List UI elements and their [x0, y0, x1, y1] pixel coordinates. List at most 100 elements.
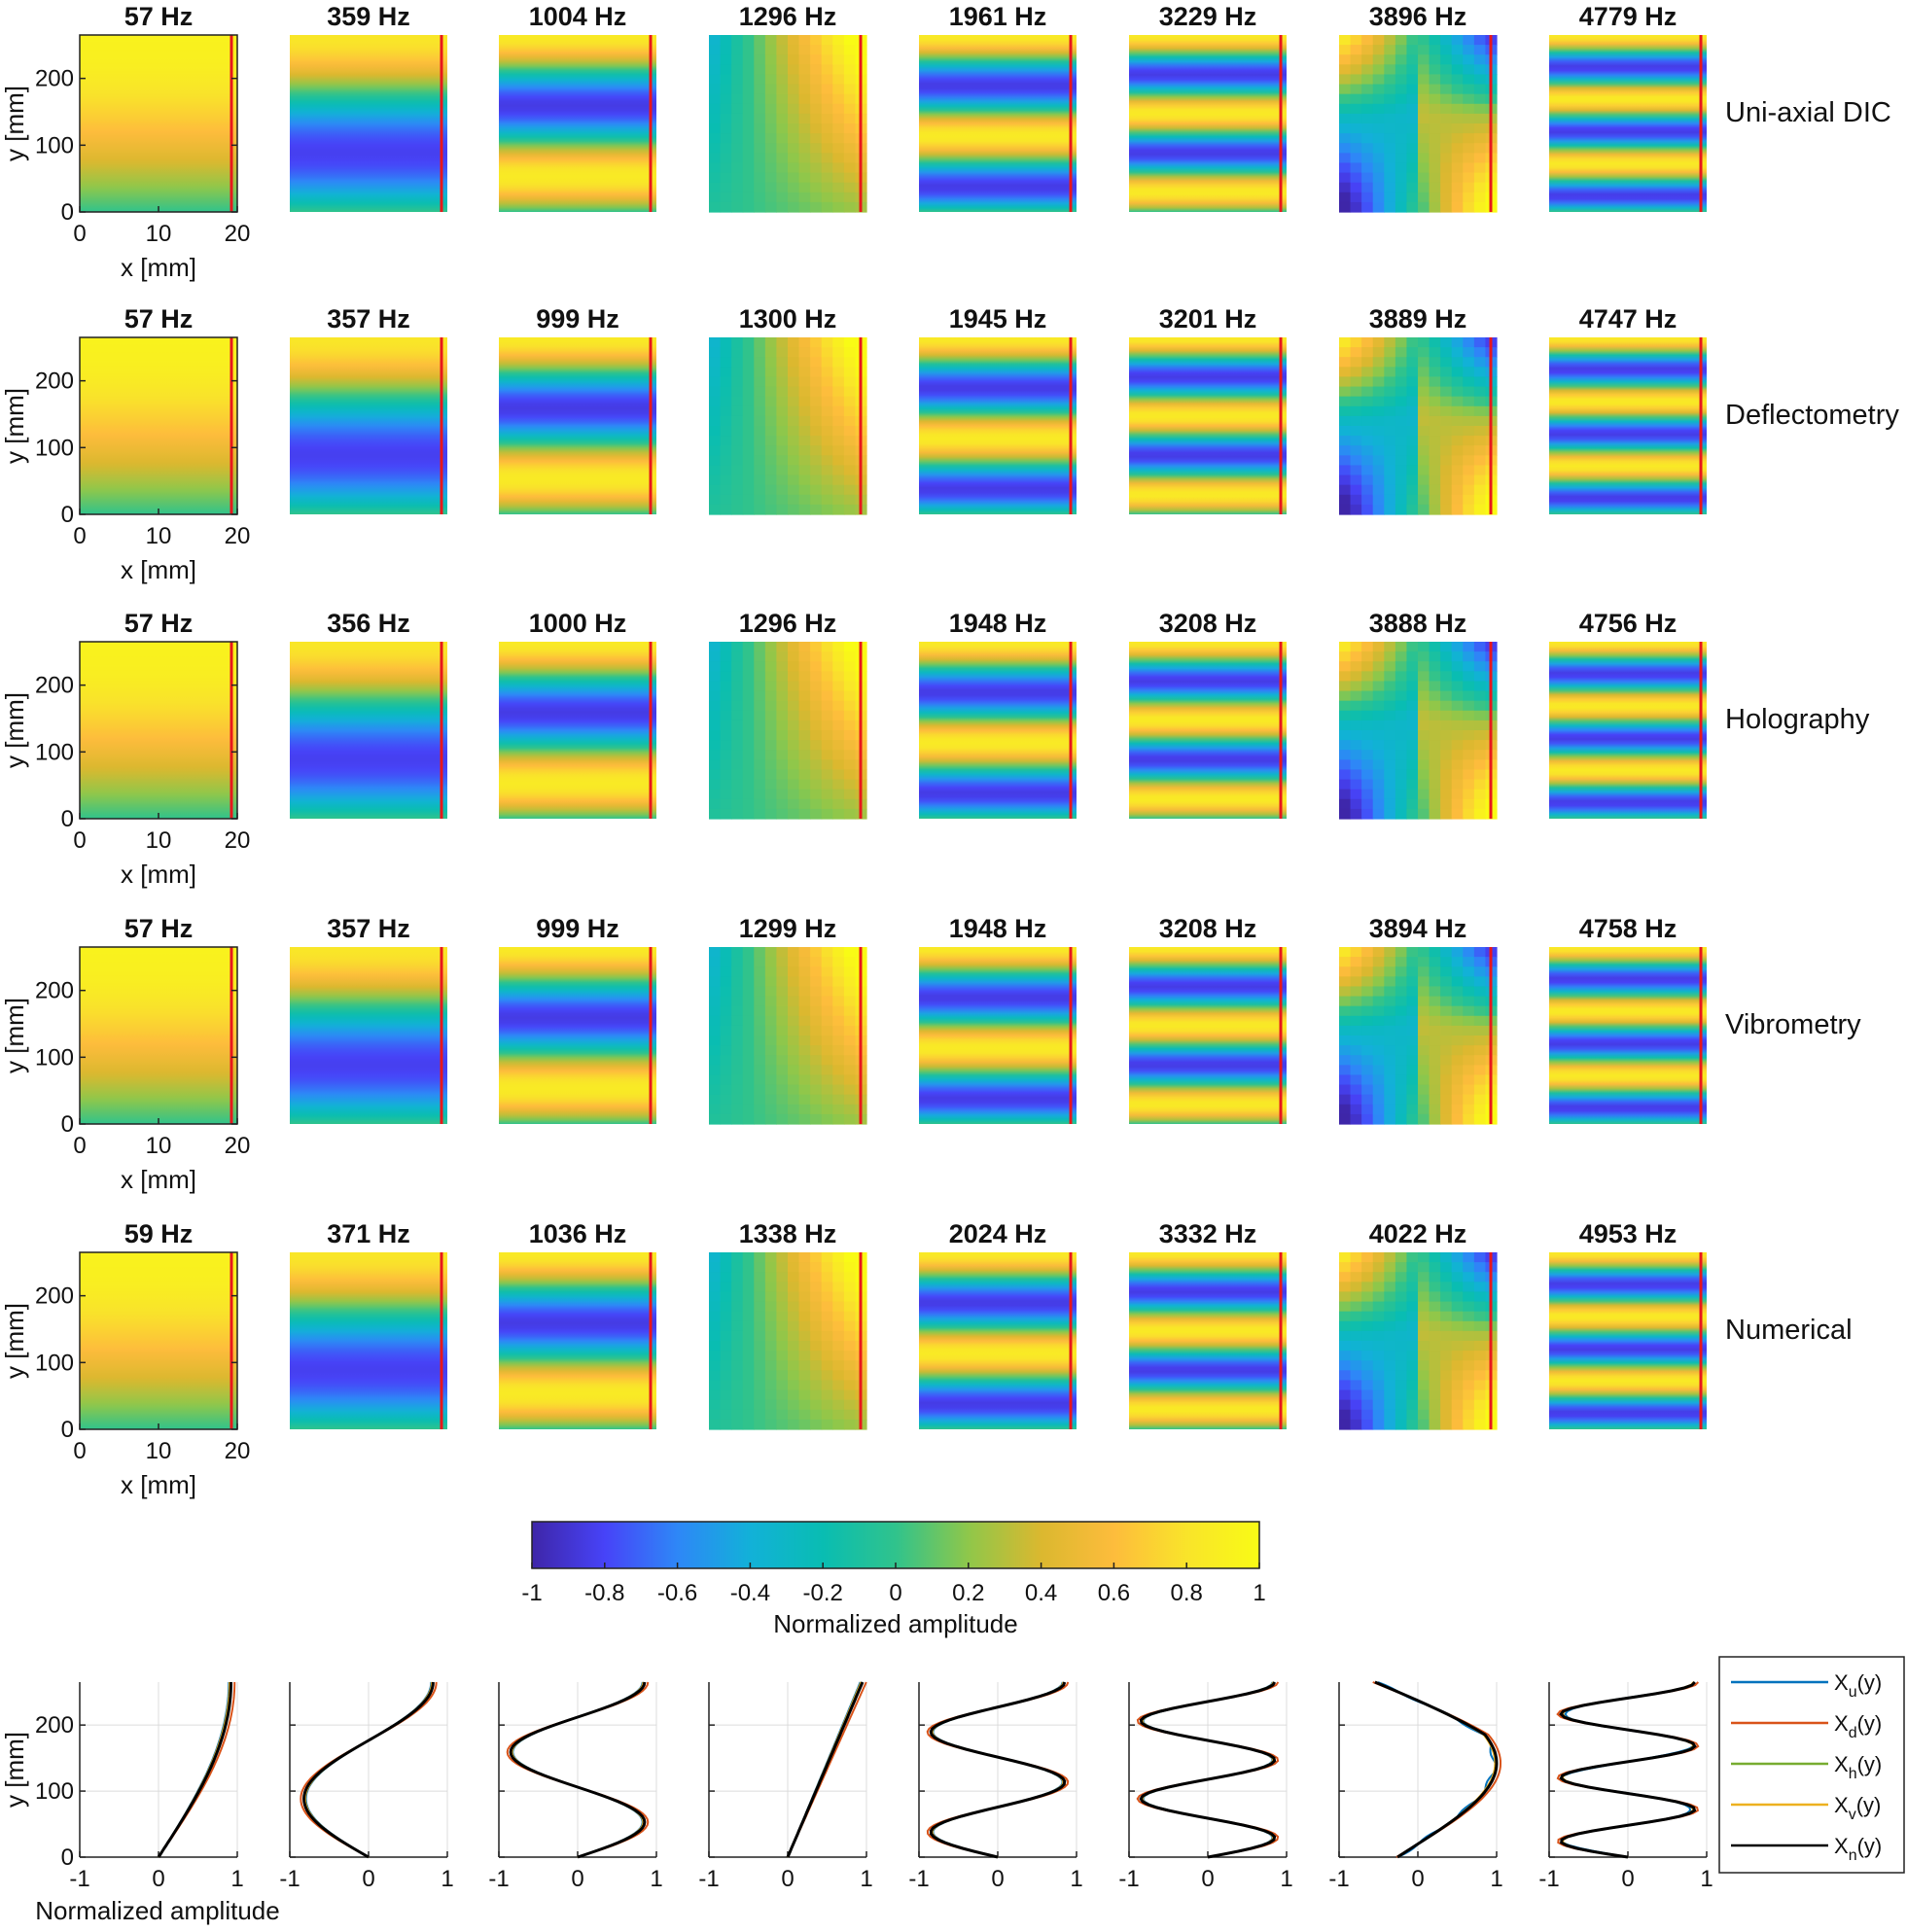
- heatmap-cell: [1406, 192, 1419, 203]
- heatmap-cell: [843, 1104, 857, 1115]
- heatmap-cell: [1395, 740, 1408, 751]
- profile-series-line: [929, 1681, 1067, 1859]
- heatmap-cell: [754, 740, 766, 751]
- heatmap-cell: [764, 1419, 778, 1430]
- heatmap-cell: [1473, 966, 1487, 977]
- heatmap-cell: [776, 1272, 789, 1282]
- heatmap-cell: [764, 113, 778, 124]
- heatmap-cell: [1463, 690, 1475, 702]
- heatmap-cell: [1361, 1291, 1374, 1303]
- heatmap-cell: [720, 445, 732, 456]
- heatmap-cell: [1406, 730, 1419, 741]
- colorbar: -1 -0.8 -0.6 -0.4 -0.2 0 0.2 0.4 0.6 0.8 1Normaliz…: [521, 1521, 1266, 1638]
- heatmap-cell: [731, 671, 744, 683]
- heatmap-cell: [754, 957, 766, 967]
- heatmap-cell: [1395, 750, 1408, 760]
- heatmap-cell: [1451, 947, 1464, 958]
- heatmap-cell: [720, 396, 732, 407]
- heatmap-cell: [1451, 396, 1464, 407]
- panel-title: 4758 Hz: [1579, 914, 1677, 943]
- heatmap-cell: [709, 162, 722, 174]
- heatmap-cell: [1473, 504, 1487, 515]
- x-tick-label: 10: [146, 827, 172, 854]
- heatmap-cell: [1339, 1311, 1352, 1322]
- heatmap-cell: [742, 976, 755, 988]
- heatmap-cell: [1372, 201, 1385, 213]
- heatmap-cell: [832, 1036, 845, 1046]
- heatmap-cell: [720, 1399, 732, 1411]
- heatmap-cell: [798, 730, 811, 741]
- heatmap-cell: [1395, 35, 1408, 46]
- heatmap-cell: [764, 1351, 778, 1361]
- heatmap-cell: [1372, 415, 1385, 427]
- heatmap-cell: [788, 1113, 800, 1125]
- heatmap-cell: [810, 1074, 823, 1086]
- heatmap-cell: [821, 690, 833, 702]
- heatmap-cell: [1339, 690, 1352, 702]
- heatmap-cell: [764, 1389, 778, 1401]
- heatmap-cell: [1440, 133, 1453, 144]
- heatmap-cell: [1339, 133, 1352, 144]
- heatmap-cell: [798, 1005, 811, 1017]
- heatmap-cell: [1361, 730, 1374, 741]
- heatmap-cell: [764, 1262, 778, 1273]
- heatmap-cell: [776, 494, 789, 506]
- heatmap-cell: [1384, 504, 1396, 515]
- heatmap-cell: [832, 730, 845, 741]
- heatmap-cell: [832, 1084, 845, 1096]
- heatmap-cell: [1384, 386, 1396, 398]
- heatmap-cell: [1429, 779, 1441, 790]
- heatmap-cell: [742, 1399, 755, 1411]
- heatmap-cell: [1372, 1351, 1385, 1361]
- heatmap-cell: [1451, 759, 1464, 771]
- heatmap-cell: [709, 1311, 722, 1322]
- heatmap-cell: [1361, 504, 1374, 515]
- heatmap-cell: [720, 996, 732, 1007]
- heatmap-cell: [776, 1262, 789, 1273]
- heatmap-cell: [832, 386, 845, 398]
- heatmap-cell: [776, 103, 789, 115]
- panel-title: 1296 Hz: [739, 609, 837, 638]
- heatmap-cell: [1463, 1055, 1475, 1066]
- heatmap-cell: [821, 1104, 833, 1115]
- heatmap-cell: [764, 1104, 778, 1115]
- heatmap-cell: [1395, 1252, 1408, 1263]
- heatmap-cell: [709, 1370, 722, 1382]
- heatmap-cell: [1350, 1399, 1362, 1411]
- heatmap-cell: [798, 1036, 811, 1046]
- heatmap-cell: [843, 661, 857, 672]
- heatmap-cell: [1418, 740, 1430, 751]
- heatmap-cell: [788, 1015, 800, 1027]
- heatmap-cell: [1418, 143, 1430, 154]
- heatmap-cell: [821, 789, 833, 800]
- heatmap-cell: [788, 54, 800, 65]
- heatmap-cell: [1384, 690, 1396, 702]
- heatmap-cell: [764, 494, 778, 506]
- heatmap-cell: [1372, 1094, 1385, 1106]
- heatmap-cell: [1429, 376, 1441, 388]
- heatmap-cell: [843, 642, 857, 652]
- heatmap-cell: [1463, 1301, 1475, 1313]
- x-tick-label: -1: [488, 1866, 509, 1892]
- heatmap-cell: [709, 337, 722, 348]
- heatmap-cell: [832, 133, 845, 144]
- heatmap-cell: [1395, 671, 1408, 683]
- heatmap-cell: [754, 710, 766, 721]
- heatmap-cell: [1384, 376, 1396, 388]
- heatmap-cell: [919, 642, 1077, 819]
- heatmap-cell: [1339, 1074, 1352, 1086]
- heatmap-cell: [731, 192, 744, 203]
- heatmap-cell: [1463, 1341, 1475, 1352]
- heatmap-cell: [1384, 74, 1396, 86]
- heatmap-cell: [764, 750, 778, 760]
- heatmap-cell: [1429, 651, 1441, 662]
- heatmap-cell: [1361, 1409, 1374, 1421]
- heatmap-cell: [1395, 661, 1408, 672]
- heatmap-cell: [720, 113, 732, 124]
- heatmap-cell: [1129, 642, 1287, 819]
- heatmap-cell: [776, 1409, 789, 1421]
- heatmap-cell: [1384, 1301, 1396, 1313]
- heatmap-cell: [1440, 798, 1453, 810]
- heatmap-cell: [764, 386, 778, 398]
- heatmap-cell: [1395, 133, 1408, 144]
